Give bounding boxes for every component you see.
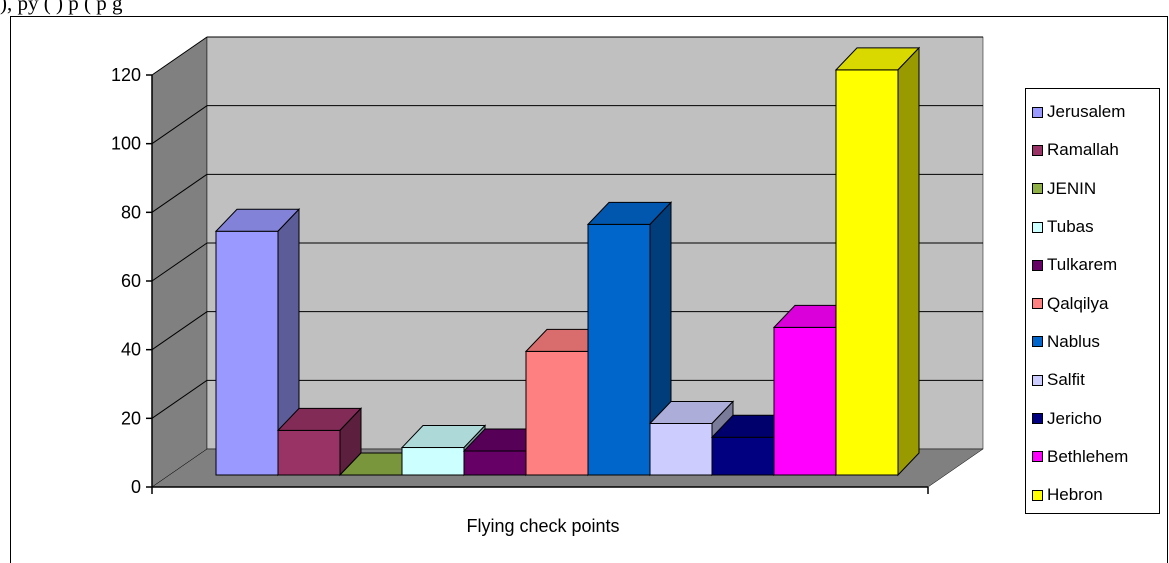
- y-tick-label: 40: [121, 340, 141, 360]
- bar-front: [773, 326, 837, 476]
- gridline-side: [151, 173, 208, 213]
- legend-label: Qalqilya: [1047, 293, 1109, 313]
- bar-front: [835, 69, 899, 476]
- bar-front: [649, 423, 713, 476]
- legend-swatch: [1032, 451, 1043, 463]
- legend-label: Tubas: [1047, 217, 1094, 237]
- bars: [214, 46, 921, 477]
- legend-item: Jericho: [1026, 399, 1159, 437]
- bar-front: [463, 450, 527, 476]
- legend-label: Ramallah: [1047, 140, 1119, 160]
- legend-swatch: [1032, 144, 1043, 156]
- legend-item: Bethlehem: [1026, 438, 1159, 476]
- y-tick-label: 120: [111, 65, 141, 85]
- bar-jerusalem: [214, 207, 301, 477]
- gridline-side: [151, 311, 208, 351]
- page-text-fragment: ), py ( ) p ( p g: [0, 0, 123, 15]
- bar-front: [587, 223, 651, 476]
- legend-swatch: [1032, 259, 1043, 271]
- y-tick-label: 60: [121, 271, 141, 291]
- legend-item: Qalqilya: [1026, 284, 1159, 322]
- gridline-side: [151, 379, 208, 419]
- legend-label: Bethlehem: [1047, 446, 1129, 466]
- legend-swatch: [1032, 489, 1043, 501]
- legend-item: JENIN: [1026, 170, 1159, 208]
- legend-item: Salfit: [1026, 361, 1159, 399]
- legend-item: Hebron: [1026, 476, 1159, 514]
- y-tick-label: 80: [121, 202, 141, 222]
- gridline-side: [151, 36, 208, 76]
- legend: Jerusalem Ramallah JENIN Tubas Tulkarem Qalqi…: [1025, 88, 1160, 514]
- legend-label: Tulkarem: [1047, 255, 1118, 275]
- y-tick-label: 20: [121, 408, 141, 428]
- gridline-side: [151, 242, 208, 282]
- legend-swatch: [1032, 106, 1043, 118]
- y-tick-labels: 0 20 40 60 80 100 120: [111, 65, 141, 497]
- legend-label: Nablus: [1047, 331, 1100, 351]
- legend-item: Tubas: [1026, 208, 1159, 246]
- axes: [146, 74, 929, 494]
- bar-front: [711, 436, 775, 476]
- legend-label: Jerusalem: [1047, 102, 1126, 122]
- legend-item: Tulkarem: [1026, 246, 1159, 284]
- bar-front: [277, 429, 341, 476]
- bar-side: [897, 46, 920, 477]
- legend-swatch: [1032, 183, 1043, 195]
- bar-ramallah: [276, 407, 363, 477]
- legend-swatch: [1032, 374, 1043, 386]
- x-axis-label: Flying check points: [466, 516, 619, 536]
- legend-swatch: [1032, 336, 1043, 348]
- legend-label: Hebron: [1047, 485, 1103, 505]
- bar-hebron: [834, 46, 921, 477]
- legend-item: Ramallah: [1026, 131, 1159, 169]
- y-tick-label: 100: [111, 134, 141, 154]
- bar-front: [215, 230, 279, 476]
- legend-label: JENIN: [1047, 178, 1097, 198]
- legend-swatch: [1032, 413, 1043, 425]
- legend-item: Nablus: [1026, 323, 1159, 361]
- legend-label: Salfit: [1047, 370, 1085, 390]
- bar-tubas: [400, 424, 487, 477]
- y-tick-label: 0: [131, 477, 141, 497]
- bar-front: [401, 447, 465, 476]
- chart-frame: [10, 16, 1168, 563]
- gridline-side: [151, 105, 208, 145]
- legend-label: Jericho: [1047, 408, 1102, 428]
- bar-front: [525, 350, 589, 476]
- legend-swatch: [1032, 221, 1043, 233]
- legend-item: Jerusalem: [1026, 93, 1159, 131]
- legend-swatch: [1032, 298, 1043, 310]
